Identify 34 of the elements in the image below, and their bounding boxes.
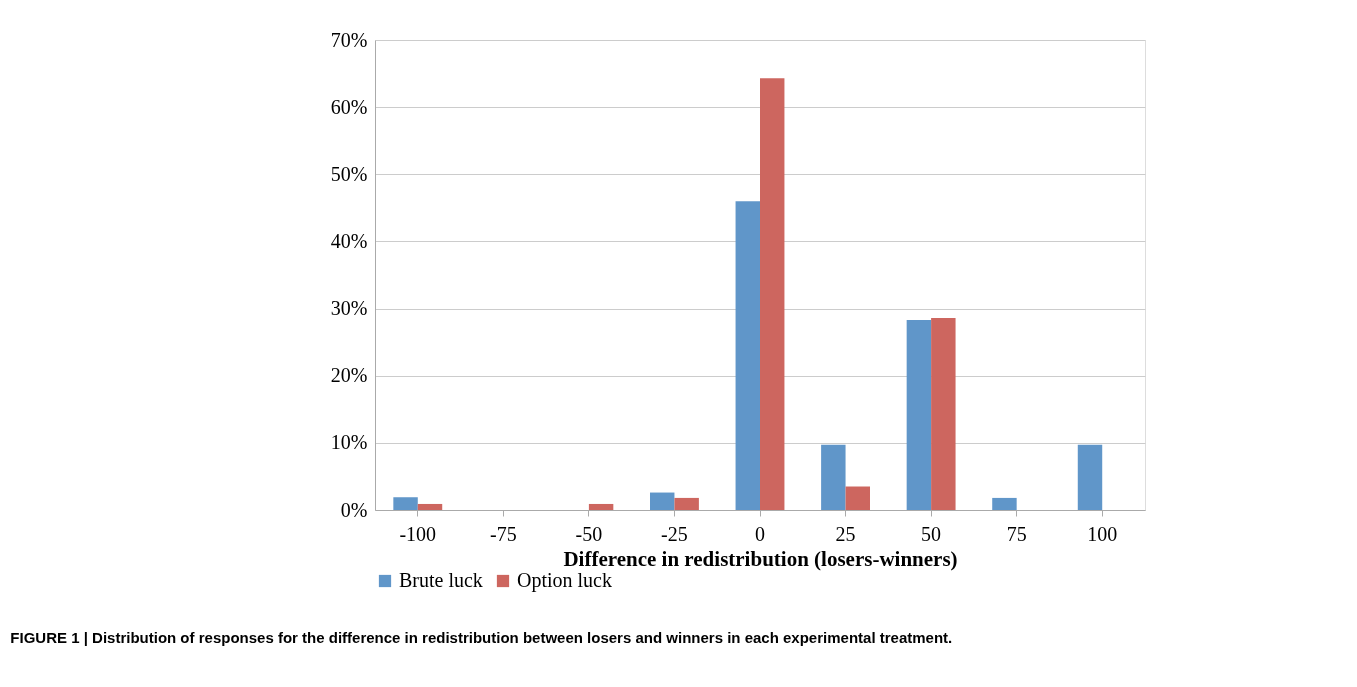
x-tick-label: 75 — [1006, 522, 1027, 545]
bar — [650, 492, 675, 510]
y-tick-label: 0% — [340, 498, 368, 521]
x-tick-label: 100 — [1087, 522, 1118, 545]
y-tick-label: 70% — [330, 28, 368, 51]
bar — [417, 503, 443, 510]
x-tick-label: -50 — [575, 522, 603, 545]
bar — [845, 486, 870, 510]
y-tick-label: 20% — [330, 364, 368, 387]
y-tick-label: 50% — [330, 162, 368, 185]
y-tick-label: 10% — [330, 431, 368, 454]
bar — [931, 317, 956, 510]
bar — [992, 497, 1017, 510]
x-tick-label: -100 — [399, 522, 437, 545]
bar — [821, 444, 846, 510]
bar — [735, 201, 760, 510]
x-tick-label: 25 — [835, 522, 856, 545]
legend-label: Option luck — [517, 569, 612, 592]
bar — [393, 497, 418, 510]
caption: FIGURE 1 | Distribution of responses for the difference in redistribution between losers and winners in each experimental treatment. — [10, 629, 953, 646]
y-tick-label: 40% — [330, 229, 368, 252]
y-tick-label: 60% — [330, 95, 368, 118]
bar — [760, 78, 785, 510]
x-axis-title: Difference in redistribution (losers-winners) — [563, 546, 958, 571]
x-tick-label: 0 — [755, 522, 765, 545]
bar — [906, 319, 932, 510]
x-tick-label: 50 — [921, 522, 942, 545]
x-tick-label: -75 — [490, 522, 517, 545]
legend-label: Brute luck — [399, 569, 483, 591]
bar — [588, 503, 614, 510]
y-tick-label: 30% — [330, 297, 368, 320]
bar — [1077, 444, 1103, 510]
bar — [674, 497, 699, 510]
x-tick-label: -25 — [661, 522, 688, 545]
